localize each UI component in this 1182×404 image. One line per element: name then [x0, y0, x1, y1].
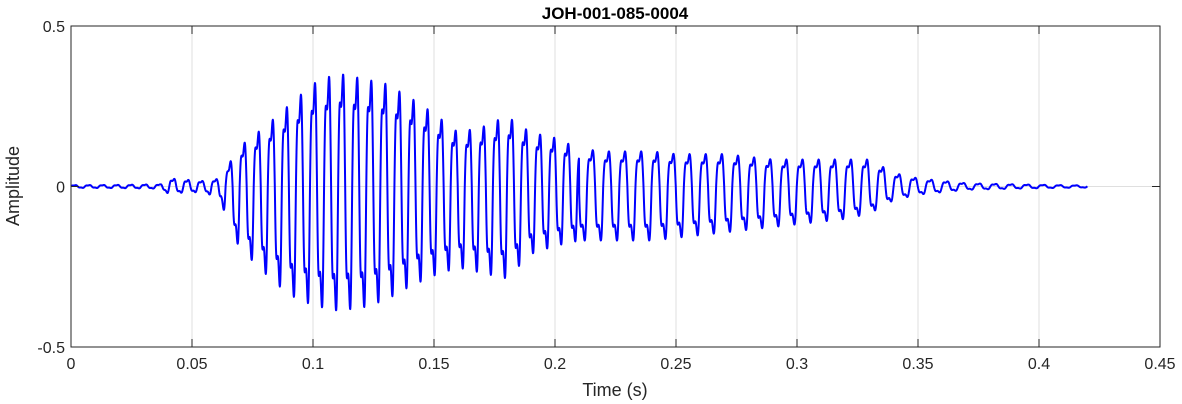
- waveform-series: [70, 73, 1089, 312]
- x-tick-label: 0.35: [902, 356, 933, 373]
- waveform-line: [70, 73, 1089, 312]
- x-tick-label: 0.3: [786, 356, 808, 373]
- x-tick-label: 0.25: [660, 356, 691, 373]
- y-tick-label: 0: [56, 180, 65, 197]
- x-tick-label: 0.4: [1028, 356, 1050, 373]
- x-tick-labels: 0 0.05 0.1 0.15 0.2 0.25 0.3 0.35 0.4 0.45: [67, 356, 1176, 373]
- y-tick-labels: -0.5 0 0.5: [37, 19, 65, 357]
- x-tick-label: 0.2: [544, 356, 566, 373]
- y-axis-label: Amplitude: [3, 146, 23, 226]
- x-tick-label: 0.1: [302, 356, 324, 373]
- chart-title: JOH-001-085-0004: [542, 4, 689, 23]
- y-tick-label: -0.5: [37, 340, 65, 357]
- x-tick-label: 0: [67, 356, 76, 373]
- x-axis-label: Time (s): [582, 380, 647, 400]
- x-tick-label: 0.15: [418, 356, 449, 373]
- x-tick-label: 0.05: [176, 356, 207, 373]
- x-tick-label: 0.45: [1144, 356, 1175, 373]
- tick-marks: [70, 25, 1161, 348]
- y-tick-label: 0.5: [43, 19, 65, 36]
